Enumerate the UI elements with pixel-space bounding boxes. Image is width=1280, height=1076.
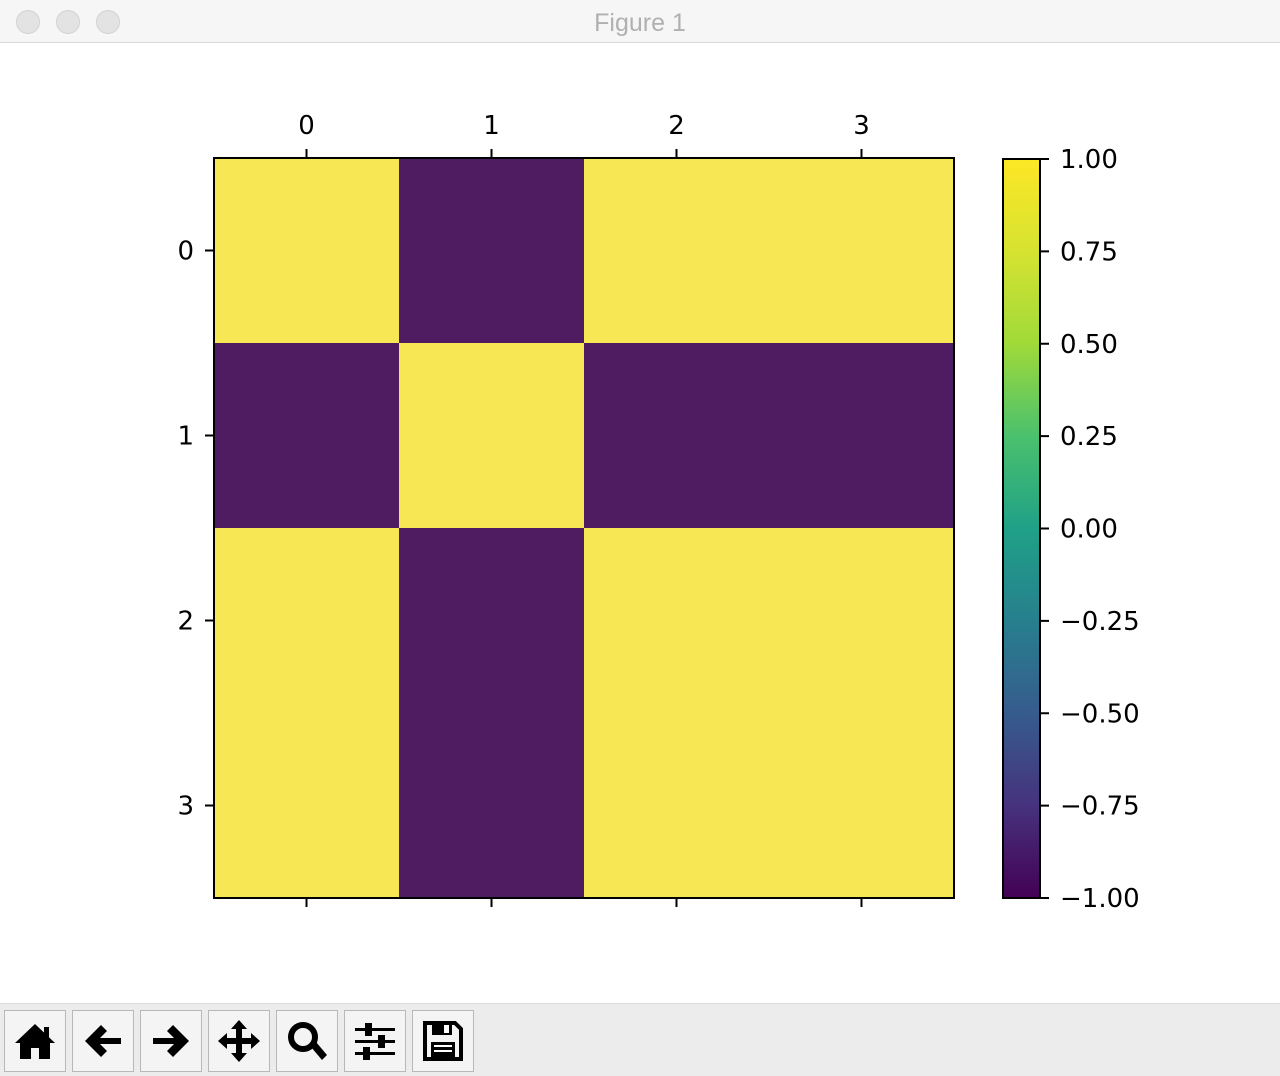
colorbar-axis: 1.00 0.75 0.50 0.25 0.00 −0.25 −0.50 −0.75 −1.00	[1040, 145, 1140, 914]
window-titlebar: Figure 1	[0, 0, 1280, 43]
y-tick-label: 1	[177, 422, 194, 452]
minimize-window-button[interactable]	[56, 10, 80, 34]
home-icon	[15, 1024, 55, 1059]
heatmap-cell-r1-c3	[769, 343, 955, 529]
colorbar	[1002, 158, 1041, 899]
heatmap-cell-r1-c0	[214, 343, 400, 529]
x-tick-label: 0	[298, 111, 315, 141]
save-button[interactable]	[412, 1010, 474, 1072]
x-axis: 0 1 2 3	[298, 111, 870, 907]
floppy-disk-icon	[423, 1021, 463, 1061]
colorbar-tick-label: 1.00	[1060, 145, 1118, 175]
heatmap-cell-r3-c2	[584, 713, 770, 899]
arrow-right-icon	[153, 1025, 189, 1057]
colorbar-tick-label: 0.00	[1060, 515, 1118, 545]
navigation-toolbar	[0, 1003, 1280, 1076]
home-button[interactable]	[4, 1010, 66, 1072]
y-tick-label: 2	[177, 607, 194, 637]
forward-button[interactable]	[140, 1010, 202, 1072]
sliders-icon	[355, 1023, 395, 1060]
zoom-window-button[interactable]	[96, 10, 120, 34]
y-tick-label: 0	[177, 237, 194, 267]
colorbar-tick-label: −1.00	[1060, 884, 1140, 914]
heatmap-cell-r1-c2	[584, 343, 770, 529]
arrow-left-icon	[85, 1025, 121, 1057]
heatmap-cell-r0-c0	[214, 158, 400, 344]
configure-subplots-button[interactable]	[344, 1010, 406, 1072]
colorbar-tick-label: −0.75	[1060, 792, 1140, 822]
heatmap-cell-r2-c3	[769, 528, 955, 714]
heatmap-cell-r2-c2	[584, 528, 770, 714]
colorbar-tick-label: −0.25	[1060, 607, 1140, 637]
x-tick-label: 3	[853, 111, 870, 141]
magnifier-icon	[288, 1022, 327, 1060]
colorbar-tick-label: −0.50	[1060, 699, 1140, 729]
colorbar-tick-label: 0.25	[1060, 422, 1118, 452]
move-icon	[218, 1020, 260, 1062]
heatmap-cell-r2-c1	[399, 528, 585, 714]
heatmap-cell-r3-c3	[769, 713, 955, 899]
window-title: Figure 1	[594, 9, 686, 37]
heatmap-cell-r0-c1	[399, 158, 585, 344]
y-tick-label: 3	[177, 792, 194, 822]
y-axis: 0 1 2 3	[177, 237, 214, 822]
heatmap-cell-r3-c1	[399, 713, 585, 899]
heatmap-cell-r0-c3	[769, 158, 955, 344]
colorbar-tick-label: 0.75	[1060, 237, 1118, 267]
heatmap-cells	[214, 158, 955, 899]
back-button[interactable]	[72, 1010, 134, 1072]
figure-canvas[interactable]: 0 1 2 3 0 1 2 3 1.00 0.75 0.50 0.25 0.00 −0.25 −0.50…	[0, 43, 1280, 1003]
x-tick-label: 1	[483, 111, 500, 141]
close-window-button[interactable]	[16, 10, 40, 34]
pan-button[interactable]	[208, 1010, 270, 1072]
heatmap-cell-r3-c0	[214, 713, 400, 899]
zoom-button[interactable]	[276, 1010, 338, 1072]
heatmap-cell-r1-c1	[399, 343, 585, 529]
axes-frame	[213, 157, 955, 899]
heatmap-cell-r0-c2	[584, 158, 770, 344]
colorbar-tick-label: 0.50	[1060, 330, 1118, 360]
heatmap-cell-r2-c0	[214, 528, 400, 714]
x-tick-label: 2	[668, 111, 685, 141]
